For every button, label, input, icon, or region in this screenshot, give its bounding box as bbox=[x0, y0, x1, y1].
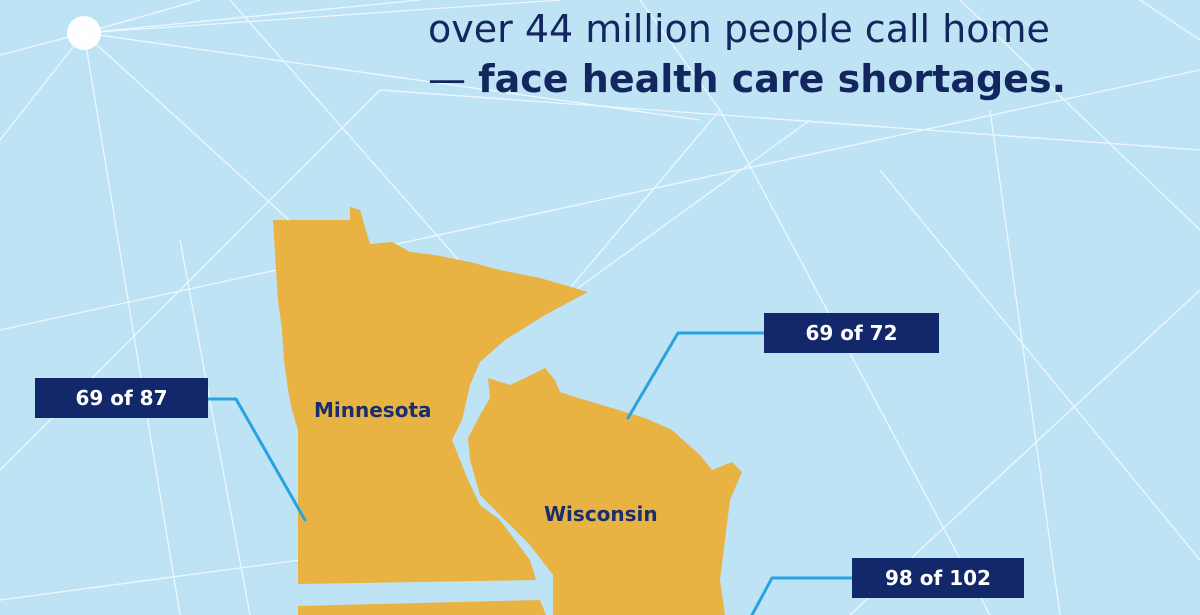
leader-line-wisconsin bbox=[626, 331, 767, 420]
headline-line1: over 44 million people call home bbox=[428, 7, 1050, 51]
callout-southeast: 98 of 102 bbox=[852, 558, 1024, 598]
network-node bbox=[67, 16, 101, 50]
state-label-minnesota: Minnesota bbox=[314, 398, 432, 422]
headline-emphasis: face health care shortages. bbox=[478, 57, 1066, 101]
headline-dash: — bbox=[428, 57, 479, 101]
iowa-shape bbox=[298, 600, 546, 615]
leader-line-southeast bbox=[750, 576, 857, 615]
wisconsin-shape bbox=[468, 368, 742, 615]
minnesota-shape bbox=[273, 207, 588, 584]
callout-wisconsin: 69 of 72 bbox=[764, 313, 939, 353]
state-label-wisconsin: Wisconsin bbox=[544, 502, 658, 526]
callout-minnesota: 69 of 87 bbox=[35, 378, 208, 418]
headline: over 44 million people call home — face … bbox=[428, 4, 1066, 104]
